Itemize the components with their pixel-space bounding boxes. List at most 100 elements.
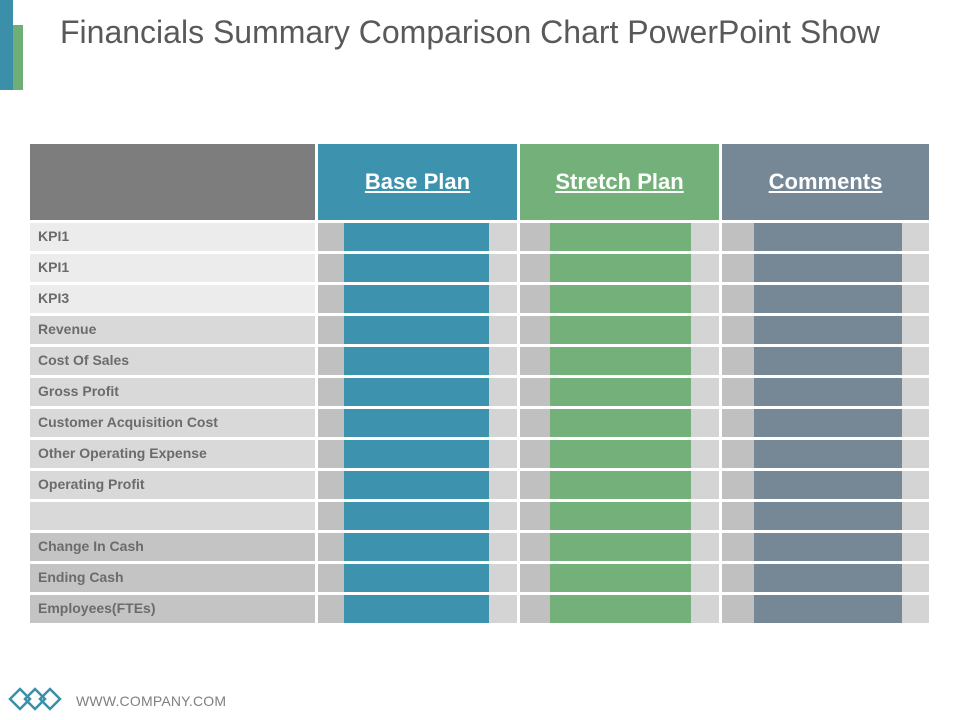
stretch-plan-cell-fill <box>550 347 691 375</box>
base-plan-cell[interactable] <box>318 595 517 623</box>
stretch-plan-cell-right-pad <box>691 564 719 592</box>
stretch-plan-cell[interactable] <box>520 533 719 561</box>
comments-cell[interactable] <box>722 409 929 437</box>
comments-cell-fill <box>754 595 902 623</box>
header-stretch-plan-label[interactable]: Stretch Plan <box>555 169 684 194</box>
stretch-plan-cell-left-pad <box>520 564 550 592</box>
stretch-plan-cell[interactable] <box>520 223 719 251</box>
stretch-plan-cell-right-pad <box>691 440 719 468</box>
comments-cell-right-pad <box>902 564 929 592</box>
stretch-plan-cell[interactable] <box>520 440 719 468</box>
stretch-plan-cell-left-pad <box>520 378 550 406</box>
comments-cell[interactable] <box>722 316 929 344</box>
header-comments-label[interactable]: Comments <box>768 169 883 194</box>
base-plan-cell[interactable] <box>318 471 517 499</box>
comments-cell-left-pad <box>722 378 754 406</box>
row-label: Other Operating Expense <box>30 440 315 468</box>
row-label <box>30 502 315 530</box>
row-label: Gross Profit <box>30 378 315 406</box>
comments-cell[interactable] <box>722 285 929 313</box>
header-base-plan-label[interactable]: Base Plan <box>364 169 471 194</box>
stretch-plan-cell-left-pad <box>520 347 550 375</box>
comments-cell[interactable] <box>722 502 929 530</box>
stretch-plan-cell-right-pad <box>691 254 719 282</box>
comments-cell-right-pad <box>902 409 929 437</box>
stretch-plan-cell[interactable] <box>520 316 719 344</box>
stretch-plan-cell-right-pad <box>691 595 719 623</box>
comments-cell-right-pad <box>902 254 929 282</box>
base-plan-cell[interactable] <box>318 564 517 592</box>
stretch-plan-cell[interactable] <box>520 595 719 623</box>
base-plan-cell[interactable] <box>318 254 517 282</box>
base-plan-cell-fill <box>344 347 489 375</box>
base-plan-cell-fill <box>344 316 489 344</box>
base-plan-cell-left-pad <box>318 440 344 468</box>
stretch-plan-cell-left-pad <box>520 285 550 313</box>
comments-cell-fill <box>754 533 902 561</box>
table-row: Operating Profit <box>30 471 929 499</box>
stretch-plan-cell[interactable] <box>520 285 719 313</box>
comments-cell[interactable] <box>722 595 929 623</box>
comments-cell-fill <box>754 347 902 375</box>
comments-cell[interactable] <box>722 347 929 375</box>
stretch-plan-cell-right-pad <box>691 316 719 344</box>
row-label: KPI1 <box>30 223 315 251</box>
header-stretch-plan: Stretch Plan <box>520 144 719 220</box>
base-plan-cell[interactable] <box>318 285 517 313</box>
base-plan-cell[interactable] <box>318 409 517 437</box>
comments-cell-right-pad <box>902 533 929 561</box>
stretch-plan-cell[interactable] <box>520 254 719 282</box>
comments-cell-right-pad <box>902 440 929 468</box>
comments-cell-left-pad <box>722 254 754 282</box>
comments-cell-left-pad <box>722 440 754 468</box>
comments-cell-fill <box>754 254 902 282</box>
stretch-plan-cell[interactable] <box>520 502 719 530</box>
base-plan-cell[interactable] <box>318 316 517 344</box>
comments-cell-right-pad <box>902 502 929 530</box>
stretch-plan-cell-left-pad <box>520 316 550 344</box>
base-plan-cell[interactable] <box>318 378 517 406</box>
base-plan-cell[interactable] <box>318 533 517 561</box>
table-row <box>30 502 929 530</box>
row-label: Cost Of Sales <box>30 347 315 375</box>
comments-cell-left-pad <box>722 316 754 344</box>
comments-cell[interactable] <box>722 471 929 499</box>
stretch-plan-cell-fill <box>550 502 691 530</box>
header-comments: Comments <box>722 144 929 220</box>
stretch-plan-cell-fill <box>550 409 691 437</box>
table-row: KPI3 <box>30 285 929 313</box>
stretch-plan-cell-fill <box>550 254 691 282</box>
table-header-row: Base Plan Stretch Plan Comments <box>30 144 929 220</box>
stretch-plan-cell[interactable] <box>520 409 719 437</box>
comments-cell[interactable] <box>722 533 929 561</box>
comments-cell-right-pad <box>902 471 929 499</box>
base-plan-cell-fill <box>344 285 489 313</box>
comments-cell[interactable] <box>722 223 929 251</box>
base-plan-cell-fill <box>344 533 489 561</box>
base-plan-cell-right-pad <box>489 223 517 251</box>
base-plan-cell[interactable] <box>318 223 517 251</box>
stretch-plan-cell[interactable] <box>520 347 719 375</box>
stretch-plan-cell-right-pad <box>691 409 719 437</box>
base-plan-cell[interactable] <box>318 347 517 375</box>
base-plan-cell-left-pad <box>318 254 344 282</box>
table-row: KPI1 <box>30 223 929 251</box>
comments-cell[interactable] <box>722 440 929 468</box>
comments-cell-left-pad <box>722 471 754 499</box>
base-plan-cell-right-pad <box>489 316 517 344</box>
base-plan-cell-left-pad <box>318 378 344 406</box>
comments-cell-left-pad <box>722 502 754 530</box>
row-label: KPI1 <box>30 254 315 282</box>
comments-cell[interactable] <box>722 564 929 592</box>
base-plan-cell-left-pad <box>318 533 344 561</box>
stretch-plan-cell[interactable] <box>520 471 719 499</box>
stretch-plan-cell-left-pad <box>520 440 550 468</box>
base-plan-cell[interactable] <box>318 502 517 530</box>
comments-cell[interactable] <box>722 254 929 282</box>
stretch-plan-cell[interactable] <box>520 564 719 592</box>
stretch-plan-cell-right-pad <box>691 223 719 251</box>
stretch-plan-cell-fill <box>550 440 691 468</box>
comments-cell[interactable] <box>722 378 929 406</box>
base-plan-cell[interactable] <box>318 440 517 468</box>
stretch-plan-cell[interactable] <box>520 378 719 406</box>
